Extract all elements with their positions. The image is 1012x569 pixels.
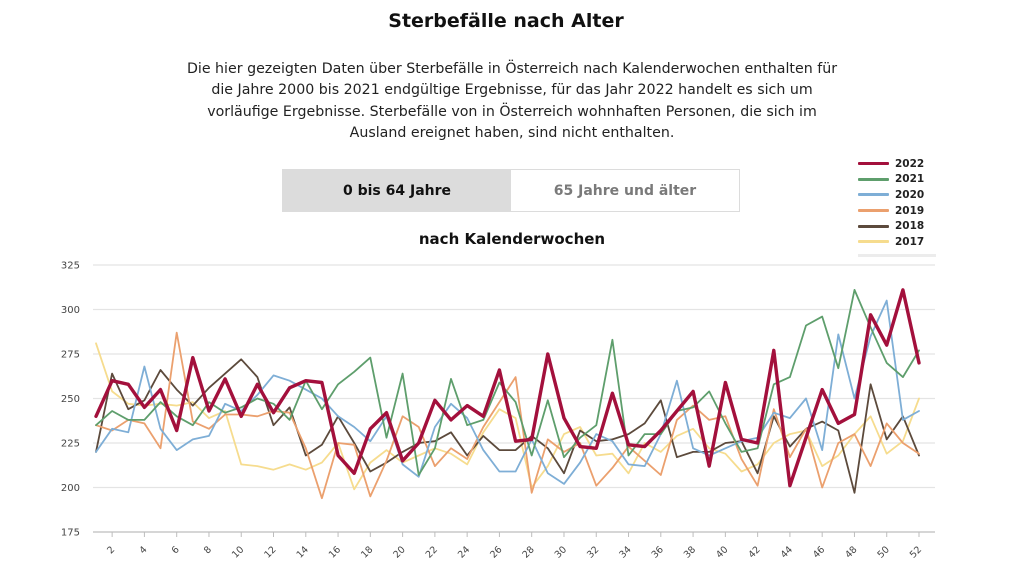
x-tick-label: 6	[170, 544, 182, 556]
legend-label-2022: 2022	[895, 157, 925, 170]
x-tick-label: 14	[295, 544, 311, 560]
legend-item-2019[interactable]: 2019	[858, 203, 936, 219]
x-tick-label: 40	[714, 544, 730, 560]
y-tick-label: 300	[61, 305, 80, 316]
x-tick-label: 34	[617, 544, 633, 560]
x-tick-label: 30	[553, 544, 569, 560]
legend-swatch-2019	[858, 209, 889, 213]
legend-swatch-2017	[858, 240, 889, 244]
x-tick-label: 50	[876, 544, 892, 560]
x-tick-label: 10	[230, 544, 246, 560]
legend: 2022 2021 2020 2019 2018 2017	[858, 156, 936, 257]
x-tick-label: 16	[327, 544, 343, 560]
x-tick-label: 4	[137, 544, 149, 556]
legend-item-2018[interactable]: 2018	[858, 218, 936, 234]
legend-label-2019: 2019	[895, 204, 925, 217]
y-tick-label: 250	[61, 394, 80, 405]
y-tick-label: 325	[61, 261, 80, 272]
x-tick-label: 42	[746, 544, 762, 560]
legend-item-2017[interactable]: 2017	[858, 234, 936, 250]
legend-label-2021: 2021	[895, 173, 925, 186]
grid-lines	[93, 264, 935, 533]
x-tick-label: 24	[456, 544, 472, 560]
y-tick-label: 225	[61, 439, 80, 450]
legend-item-2020[interactable]: 2020	[858, 187, 936, 203]
age-group-tabs: 0 bis 64 Jahre 65 Jahre und älter	[282, 169, 740, 212]
y-tick-label: 275	[61, 350, 80, 361]
tab-65-jahre-und-aelter[interactable]: 65 Jahre und älter	[511, 170, 739, 211]
x-tick-label: 18	[359, 544, 375, 560]
x-tick-label: 22	[424, 544, 440, 560]
x-tick-label: 28	[520, 544, 536, 560]
page-title: Sterbefälle nach Alter	[388, 10, 624, 32]
series-line-2022[interactable]	[94, 288, 921, 488]
x-tick-label: 32	[585, 544, 601, 560]
legend-swatch-2021	[858, 177, 889, 181]
x-tick-label: 46	[811, 544, 827, 560]
x-tick-label: 8	[202, 544, 214, 556]
series-lines	[94, 288, 921, 500]
series-line-2017[interactable]	[95, 342, 920, 491]
x-tick-label: 38	[682, 544, 698, 560]
x-tick-label: 44	[779, 544, 795, 560]
legend-swatch-2020	[858, 193, 889, 197]
x-tick-label: 12	[262, 544, 278, 560]
legend-label-2018: 2018	[895, 220, 925, 233]
legend-item-2022[interactable]: 2022	[858, 156, 936, 172]
x-tick-label: 26	[488, 544, 504, 560]
legend-item-2021[interactable]: 2021	[858, 172, 936, 188]
x-tick-label: 36	[650, 544, 666, 560]
legend-swatch-2018	[858, 224, 889, 228]
tab-0-bis-64-jahre[interactable]: 0 bis 64 Jahre	[283, 170, 511, 211]
legend-swatch-2022	[858, 162, 889, 166]
series-line-2019[interactable]	[95, 331, 920, 500]
legend-label-2017: 2017	[895, 235, 925, 248]
x-tick-label: 20	[391, 544, 407, 560]
y-tick-label: 175	[61, 528, 80, 539]
x-tick-label: 52	[908, 544, 924, 560]
x-tick-label: 48	[843, 544, 859, 560]
y-tick-label: 200	[61, 483, 80, 494]
series-line-2021[interactable]	[95, 288, 920, 476]
legend-label-2020: 2020	[895, 188, 925, 201]
intro-text: Die hier gezeigten Daten über Sterbefäll…	[186, 61, 838, 142]
chart-subtitle: nach Kalenderwochen	[418, 230, 606, 248]
x-tick-label: 2	[105, 544, 117, 556]
